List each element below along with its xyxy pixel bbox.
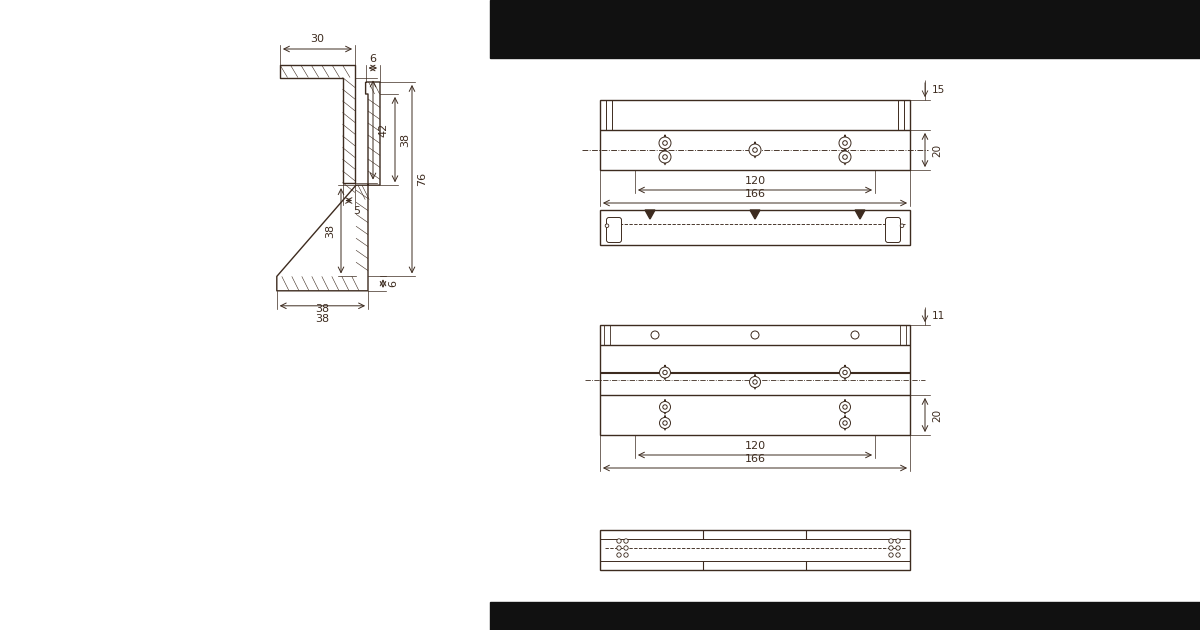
Circle shape: [895, 546, 900, 550]
Circle shape: [660, 418, 671, 428]
Circle shape: [624, 539, 629, 543]
Circle shape: [900, 224, 904, 227]
FancyBboxPatch shape: [886, 217, 900, 243]
Text: 20: 20: [932, 408, 942, 421]
Text: 38: 38: [316, 304, 330, 314]
Circle shape: [895, 553, 900, 557]
Circle shape: [660, 401, 671, 413]
Text: 38: 38: [400, 132, 410, 147]
Text: 6: 6: [370, 54, 377, 64]
Circle shape: [750, 377, 761, 387]
Text: 20: 20: [932, 144, 942, 157]
Circle shape: [617, 553, 622, 557]
Circle shape: [624, 546, 629, 550]
Circle shape: [617, 539, 622, 543]
Circle shape: [889, 546, 893, 550]
Polygon shape: [750, 210, 760, 219]
Bar: [490, 602, 1200, 630]
Circle shape: [659, 151, 671, 163]
Text: 11: 11: [932, 311, 946, 321]
Polygon shape: [854, 210, 865, 219]
Text: 15: 15: [932, 85, 946, 95]
Bar: [600, 530, 910, 570]
Text: 166: 166: [744, 454, 766, 464]
Circle shape: [851, 331, 859, 339]
Circle shape: [889, 539, 893, 543]
Circle shape: [751, 331, 760, 339]
Text: 120: 120: [744, 176, 766, 186]
Circle shape: [659, 137, 671, 149]
Bar: [600, 210, 910, 245]
Circle shape: [839, 151, 851, 163]
Text: 5: 5: [353, 207, 360, 217]
Circle shape: [605, 224, 608, 227]
Circle shape: [840, 418, 851, 428]
Circle shape: [840, 401, 851, 413]
Circle shape: [650, 331, 659, 339]
Bar: [490, 0, 1200, 58]
Text: 42: 42: [378, 123, 388, 137]
Text: 76: 76: [418, 172, 427, 186]
Circle shape: [840, 367, 851, 378]
Text: 38: 38: [316, 314, 330, 324]
Circle shape: [617, 546, 622, 550]
Circle shape: [624, 553, 629, 557]
Text: 120: 120: [744, 441, 766, 451]
Circle shape: [889, 553, 893, 557]
Text: 166: 166: [744, 189, 766, 199]
Circle shape: [895, 539, 900, 543]
Circle shape: [839, 137, 851, 149]
Polygon shape: [646, 210, 655, 219]
Circle shape: [660, 367, 671, 378]
FancyBboxPatch shape: [606, 217, 622, 243]
Circle shape: [749, 144, 761, 156]
Text: 6: 6: [388, 280, 398, 287]
Text: 30: 30: [311, 34, 324, 44]
Text: 38: 38: [325, 224, 335, 238]
Bar: [600, 100, 910, 170]
Bar: [600, 325, 910, 435]
